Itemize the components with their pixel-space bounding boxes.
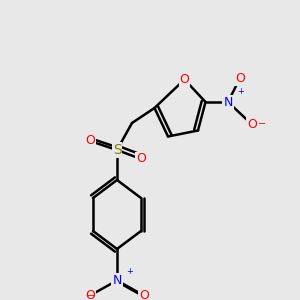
Text: S: S [112, 143, 122, 157]
Text: N: N [223, 95, 233, 109]
Text: O: O [85, 134, 95, 148]
Text: O: O [85, 289, 95, 300]
Text: −: − [87, 290, 95, 300]
Text: O: O [247, 118, 257, 131]
Text: O: O [180, 73, 189, 86]
Text: O: O [136, 152, 146, 166]
Text: −: − [258, 119, 266, 130]
Text: +: + [126, 268, 133, 277]
Text: N: N [112, 274, 122, 287]
Text: +: + [237, 88, 244, 97]
Text: O: O [235, 71, 245, 85]
Text: O: O [139, 289, 149, 300]
